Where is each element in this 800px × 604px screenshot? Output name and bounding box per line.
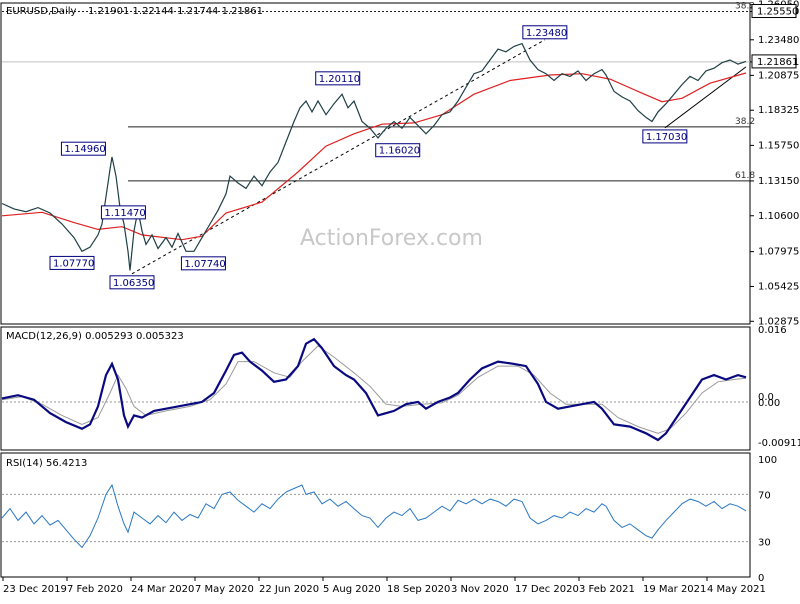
- price-y-tick-label: 1.05425: [758, 281, 799, 292]
- price-y-tick-label: 1.13150: [758, 176, 799, 187]
- price-y-tick-label: 1.10600: [758, 211, 799, 222]
- pivot-label: 1.23480: [526, 28, 567, 39]
- x-tick-label: 17 Dec 2020: [515, 584, 579, 595]
- fib-value-box: [751, 4, 797, 19]
- price-y-tick-label: 1.02875: [758, 316, 799, 327]
- current-price-box: [751, 54, 797, 69]
- price-panel: [0, 2, 751, 325]
- x-tick-label: 18 Sep 2020: [387, 584, 450, 595]
- x-tick-label: 3 Feb 2021: [579, 584, 635, 595]
- pivot-label: 1.14960: [64, 144, 105, 155]
- rsi-indicator-label: RSI(14) 56.4213: [6, 458, 87, 469]
- price-layer: 38.2 38.2 61.8 1.14960 1.11470 1.07770 1.06350…: [1, 2, 755, 290]
- x-tick-label: 22 Jun 2020: [259, 584, 319, 595]
- price-y-tick-label: 1.15750: [758, 140, 799, 151]
- current-price-label: 1.21861: [757, 57, 798, 68]
- pivot-label-box: [642, 129, 688, 144]
- pivot-label: 1.17030: [646, 132, 687, 143]
- fib-value-label: 1.25550: [757, 7, 798, 18]
- fib-level-label: 61.8: [735, 171, 755, 181]
- macd-y-tick-label: -0.009116: [758, 438, 800, 449]
- rsi-y-tick-label: 30: [758, 538, 771, 549]
- pivot-label: 1.07740: [184, 259, 225, 270]
- pivot-label: 1.06350: [113, 278, 154, 289]
- macd-panel: [0, 326, 751, 451]
- macd-signal-line: [1, 345, 747, 434]
- watermark: ActionForex.com: [300, 226, 483, 251]
- x-tick-label: 23 Dec 2019: [3, 584, 67, 595]
- pivot-label-box: [522, 25, 568, 40]
- pivot-label-box: [315, 71, 361, 86]
- pivot-label: 1.07770: [53, 258, 94, 269]
- pivot-label-box: [375, 143, 421, 158]
- x-tick-label: 24 Mar 2020: [131, 584, 194, 595]
- macd-line: [1, 337, 747, 442]
- pivot-label: 1.20110: [319, 74, 360, 85]
- macd-y-tick-label: 0.00: [758, 398, 780, 409]
- rsi-line: [1, 483, 747, 549]
- fib-level-label: 38.2: [735, 117, 755, 127]
- channel-trendline: [131, 39, 546, 275]
- macd-layer: [1, 337, 750, 442]
- price-y-tick-label: 1.18325: [758, 105, 799, 116]
- pivot-label: 1.16020: [379, 146, 420, 157]
- price-y-tick-label: 1.20875: [758, 70, 799, 81]
- pivot-label-box: [60, 141, 106, 156]
- pivot-label-box: [109, 275, 155, 290]
- x-tick-label: 3 Nov 2020: [451, 584, 509, 595]
- macd-y-tick-label: 0.0: [758, 392, 774, 403]
- macd-y-tick-label: 0.016: [758, 325, 787, 336]
- x-tick-label: 7 Feb 2020: [67, 584, 123, 595]
- price-line: [1, 42, 747, 271]
- rsi-panel: [0, 452, 751, 578]
- price-y-tick-label: 1.07975: [758, 247, 799, 258]
- rsi-y-tick-label: 70: [758, 490, 771, 501]
- x-tick-label: 5 Aug 2020: [323, 584, 381, 595]
- rsi-y-tick-label: 100: [758, 455, 777, 466]
- macd-indicator-label: MACD(12,26,9) 0.005293 0.005323: [6, 331, 184, 342]
- x-tick-label: 4 May 2021: [707, 584, 766, 595]
- pivot-label-box: [100, 205, 146, 220]
- fib-level-label: 38.2: [735, 2, 755, 12]
- x-tick-label: 7 May 2020: [195, 584, 254, 595]
- pivot-label-box: [180, 256, 226, 271]
- ma-line: [1, 72, 747, 241]
- rsi-layer: [1, 483, 750, 549]
- price-y-tick-label: 1.23480: [758, 35, 799, 46]
- symbol-label: EURUSD,Daily: [6, 6, 77, 17]
- pivot-label-box: [49, 255, 95, 270]
- pivot-label: 1.11470: [104, 208, 145, 219]
- rsi-y-tick-label: 0: [758, 573, 764, 584]
- ohlc-label: 1.21901 1.22144 1.21744 1.21861: [88, 6, 263, 17]
- x-tick-label: 19 Mar 2021: [643, 584, 706, 595]
